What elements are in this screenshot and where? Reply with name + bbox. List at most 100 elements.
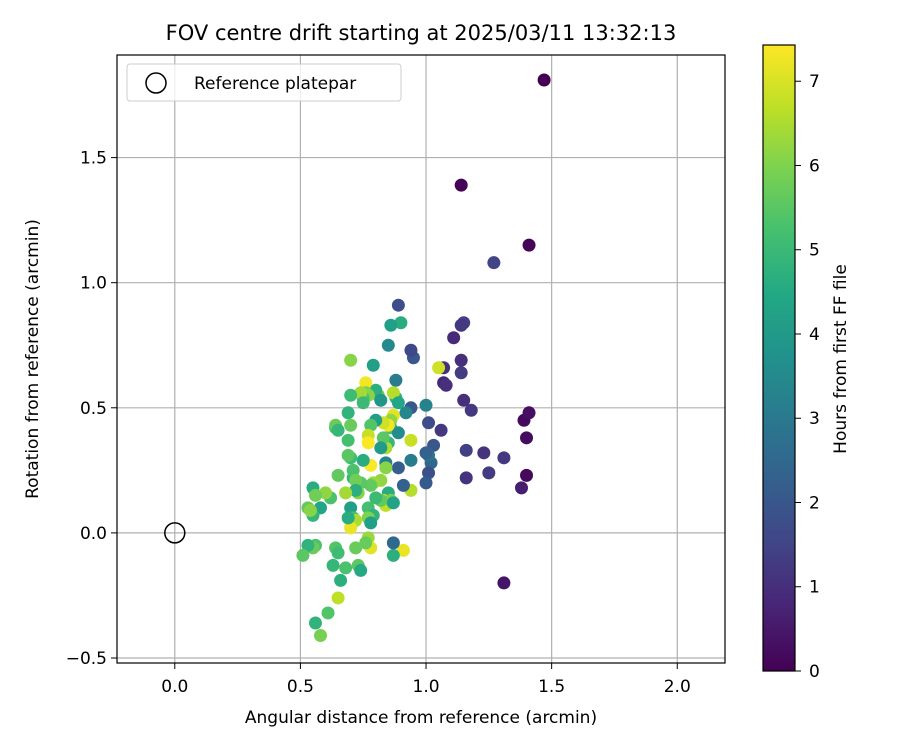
data-point [439,378,453,392]
legend: Reference platepar [126,63,402,102]
data-point [308,488,322,502]
data-point [341,406,355,420]
data-point [381,338,395,352]
data-point [454,178,468,192]
colorbar-tick-label: 2 [809,493,820,513]
data-point [361,436,375,450]
data-point [419,476,433,490]
data-point [341,448,355,462]
data-point [331,546,345,560]
grid-lines [117,55,725,663]
data-point [419,398,433,412]
data-point [321,606,335,620]
y-axis: −0.5 0.0 0.5 1.0 1.5 [66,149,117,669]
data-point [520,468,534,482]
data-point [349,541,363,555]
data-point [454,366,468,380]
data-point [396,478,410,492]
data-point [522,406,536,420]
chart-title: FOV centre drift starting at 2025/03/11 … [166,21,677,45]
data-point [319,486,333,500]
colorbar-tick-label: 1 [809,578,820,598]
data-point [487,256,501,270]
data-point [384,318,398,332]
legend-marker [145,72,167,94]
y-axis-label: Rotation from reference (arcmin) [23,219,43,499]
data-point [344,353,358,367]
data-point [386,536,400,550]
data-point [354,386,368,400]
data-point [344,521,358,535]
data-point [537,73,551,87]
data-point [369,491,383,505]
legend-entry-reference-platepar: Reference platepar [194,74,356,94]
x-tick-label: 1.5 [538,677,565,697]
y-tick-label: 0.0 [80,524,107,544]
data-point [386,386,400,400]
data-point [396,543,410,557]
data-point [349,473,363,487]
data-point [339,561,353,575]
data-point [359,376,373,390]
data-point [341,511,355,525]
data-point [389,373,403,387]
data-point [344,388,358,402]
data-point [341,433,355,447]
data-point [459,443,473,457]
x-tick-label: 1.0 [413,677,440,697]
data-point [346,463,360,477]
data-point [497,451,511,465]
y-tick-label: 1.5 [80,149,107,169]
data-point [391,396,405,410]
colorbar-tick-label: 0 [809,662,820,682]
data-point [394,316,408,330]
data-points [296,73,551,642]
data-point [331,591,345,605]
data-point [404,453,418,467]
colorbar-tick-label: 5 [809,241,820,261]
data-point [497,576,511,590]
data-point [447,331,461,345]
reference-platepar-marker [164,522,186,544]
data-point [296,548,310,562]
x-tick-label: 2.0 [664,677,691,697]
data-point [404,343,418,357]
data-point [376,431,390,445]
data-point [374,441,388,455]
data-point [386,496,400,510]
data-point [364,516,378,530]
data-point [514,481,528,495]
data-point [339,486,353,500]
x-tick-label: 0.5 [287,677,314,697]
data-point [366,358,380,372]
data-point [374,393,388,407]
plot-frame [116,54,726,664]
data-point [482,466,496,480]
data-point [454,353,468,367]
data-point [391,298,405,312]
data-point [391,426,405,440]
x-tick-label: 0.0 [161,677,188,697]
data-point [422,416,436,430]
x-axis-label: Angular distance from reference (arcmin) [245,708,597,728]
data-point [454,318,468,332]
data-point [391,461,405,475]
data-point [356,453,370,467]
x-axis: 0.0 0.5 1.0 1.5 2.0 [161,663,691,697]
data-point [303,503,317,517]
data-point [477,446,491,460]
data-point [459,471,473,485]
y-tick-label: 0.5 [80,399,107,419]
data-point [308,616,322,630]
data-point [364,478,378,492]
colorbar-tick-label: 6 [809,156,820,176]
data-point [464,403,478,417]
data-point [359,536,373,550]
y-tick-label: 1.0 [80,274,107,294]
data-point [331,423,345,437]
data-point [419,446,433,460]
data-point [422,466,436,480]
data-point [379,461,393,475]
data-point [344,501,358,515]
